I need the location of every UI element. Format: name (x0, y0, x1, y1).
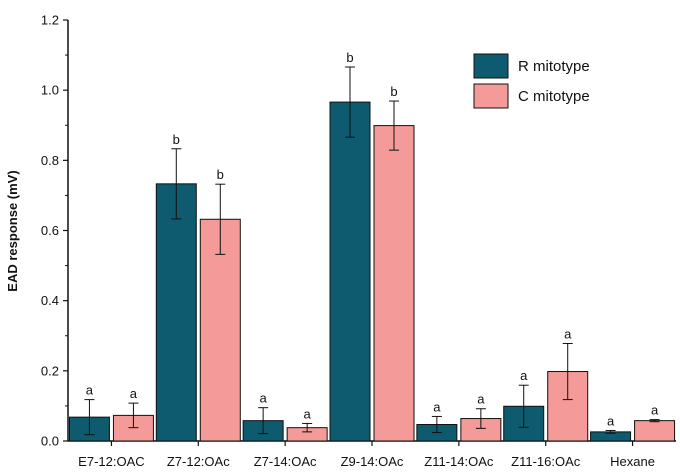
x-tick-label: Z7-14:OAc (254, 454, 317, 469)
y-axis-title: EAD response (mV) (5, 170, 20, 291)
x-axis: E7-12:OAC Z7-12:OAc Z7-14:OAc Z9-14:OAc Z11-… (68, 440, 676, 469)
significance-label: b (346, 50, 353, 65)
x-tick-label: E7-12:OAC (78, 454, 144, 469)
significance-label: a (86, 383, 94, 398)
legend: R mitotype C mitotype (473, 53, 590, 109)
x-tick-label: Hexane (610, 454, 655, 469)
bar (634, 420, 676, 442)
significance-label: a (433, 399, 441, 414)
y-tick-label: 0.4 (41, 293, 59, 308)
significance-label: a (520, 368, 528, 383)
x-tick-label: Z11-16:OAc (511, 454, 581, 469)
significance-label: a (304, 406, 312, 421)
y-tick-label: 0.0 (41, 434, 59, 449)
significance-label: b (173, 132, 180, 147)
legend-swatch (473, 83, 509, 109)
y-tick-label: 0.8 (41, 153, 59, 168)
bar (373, 125, 415, 442)
significance-label: a (477, 392, 485, 407)
bar (329, 101, 371, 442)
significance-label: a (564, 326, 572, 341)
x-tick-label: Z11-14:OAc (424, 454, 494, 469)
significance-label: a (130, 386, 138, 401)
y-tick-label: 0.6 (41, 223, 59, 238)
x-tick-label: Z7-12:OAc (167, 454, 230, 469)
significance-label: a (260, 391, 268, 406)
y-tick-label: 0.2 (41, 363, 59, 378)
bar (199, 218, 241, 442)
y-axis: 0.0 0.2 0.4 0.6 0.8 1.0 1.2 (41, 13, 69, 449)
y-tick-label: 1.2 (41, 13, 59, 28)
legend-label: C mitotype (518, 88, 590, 105)
significance-label: a (651, 403, 659, 418)
legend-swatch (473, 53, 509, 79)
y-tick-label: 1.0 (41, 83, 59, 98)
significance-label: b (390, 84, 397, 99)
legend-label: R mitotype (518, 58, 590, 75)
significance-label: a (607, 413, 615, 428)
x-tick-label: Z9-14:OAc (341, 454, 404, 469)
bar (155, 183, 197, 442)
bars: a a b b a a b b a a a a a a (68, 50, 676, 442)
significance-label: b (217, 167, 224, 182)
